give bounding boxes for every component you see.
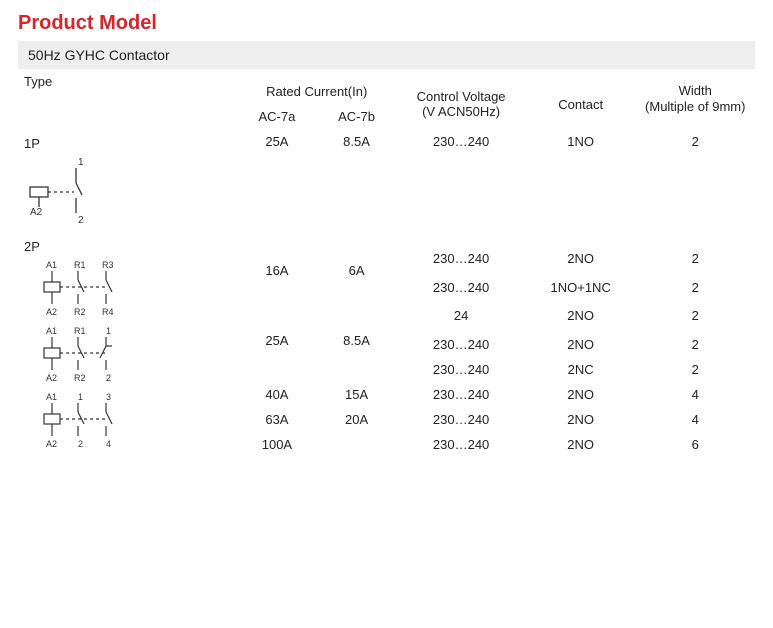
svg-text:A1: A1 [46, 326, 57, 336]
cell-cv: 24 [396, 300, 525, 333]
cell-width: 2 [636, 357, 756, 382]
diagram-2p-b: A1 R1 1 A2 R2 2 [24, 324, 134, 386]
cell-ac7b: 8.5A [317, 129, 397, 232]
svg-text:2: 2 [78, 439, 83, 449]
svg-text:R1: R1 [74, 326, 86, 336]
svg-text:A2: A2 [30, 207, 43, 218]
header-contact: Contact [526, 79, 636, 129]
cell-cv: 230…240 [396, 129, 525, 232]
spec-table: Type Width (Multiple of 9mm) Rated Curre… [18, 69, 755, 457]
cell-contact: 2NO [526, 382, 636, 407]
svg-text:A2: A2 [46, 439, 57, 449]
diagram-2p-a: A1 R1 R3 A2 R2 R4 [24, 258, 134, 320]
cell-cv: 230…240 [396, 242, 525, 275]
page-title: Product Model [18, 12, 755, 35]
cell-contact: 1NO+1NC [526, 275, 636, 300]
subtitle-bar: 50Hz GYHC Contactor [18, 41, 755, 69]
svg-text:A2: A2 [46, 373, 57, 383]
cell-ac7a: 25A [237, 300, 317, 383]
cell-width: 4 [636, 407, 756, 432]
svg-text:4: 4 [106, 439, 111, 449]
cell-ac7a: 25A [237, 129, 317, 232]
cell-width: 2 [636, 332, 756, 357]
cell-width: 2 [636, 275, 756, 300]
cell-width: 2 [636, 300, 756, 333]
svg-text:2: 2 [106, 373, 111, 383]
header-type: Type [18, 69, 237, 129]
svg-text:2: 2 [78, 215, 84, 226]
cell-ac7b: 6A [317, 242, 397, 300]
cell-cv: 230…240 [396, 332, 525, 357]
svg-text:R2: R2 [74, 373, 86, 383]
cell-cv: 230…240 [396, 407, 525, 432]
cell-ac7b: 15A [317, 382, 397, 407]
cell-ac7a: 63A [237, 407, 317, 432]
cell-contact: 2NO [526, 432, 636, 457]
svg-text:A1: A1 [46, 392, 57, 402]
svg-text:R4: R4 [102, 307, 114, 317]
cell-contact: 2NC [526, 357, 636, 382]
svg-text:R2: R2 [74, 307, 86, 317]
cell-cv: 230…240 [396, 432, 525, 457]
cell-cv: 230…240 [396, 382, 525, 407]
header-type-label: Type [24, 74, 52, 89]
section-1p: 1P 1 2 A2 [18, 129, 237, 232]
section-2p-label: 2P [24, 239, 40, 254]
cell-ac7b: 8.5A [317, 300, 397, 383]
cell-contact: 2NO [526, 332, 636, 357]
svg-text:1: 1 [78, 157, 84, 168]
cell-width: 2 [636, 242, 756, 275]
cell-contact: 2NO [526, 242, 636, 275]
header-control-voltage: Control Voltage (V ACN50Hz) [396, 79, 525, 129]
cell-cv: 230…240 [396, 275, 525, 300]
header-ac7b: AC-7b [317, 104, 397, 129]
header-width: Width (Multiple of 9mm) [636, 69, 756, 129]
cell-width: 6 [636, 432, 756, 457]
cell-ac7a: 16A [237, 242, 317, 300]
cell-ac7b [317, 432, 397, 457]
svg-text:1: 1 [78, 392, 83, 402]
cell-width: 4 [636, 382, 756, 407]
svg-text:A2: A2 [46, 307, 57, 317]
cell-cv: 230…240 [396, 357, 525, 382]
svg-text:A1: A1 [46, 260, 57, 270]
cell-ac7b: 20A [317, 407, 397, 432]
header-ac7a: AC-7a [237, 104, 317, 129]
svg-text:R1: R1 [74, 260, 86, 270]
cell-ac7a: 100A [237, 432, 317, 457]
cell-contact: 2NO [526, 407, 636, 432]
cell-ac7a: 40A [237, 382, 317, 407]
section-2p: 2P A1 R1 R3 A2 R2 R4 [18, 232, 237, 457]
diagram-2p-c: A1 1 3 A2 2 4 [24, 390, 134, 452]
svg-text:R3: R3 [102, 260, 114, 270]
header-rated-current: Rated Current(In) [237, 79, 396, 104]
svg-text:1: 1 [106, 326, 111, 336]
diagram-1p: 1 2 A2 [24, 155, 104, 227]
section-1p-label: 1P [24, 136, 40, 151]
cell-contact: 1NO [526, 129, 636, 232]
svg-text:3: 3 [106, 392, 111, 402]
cell-width: 2 [636, 129, 756, 232]
cell-contact: 2NO [526, 300, 636, 333]
